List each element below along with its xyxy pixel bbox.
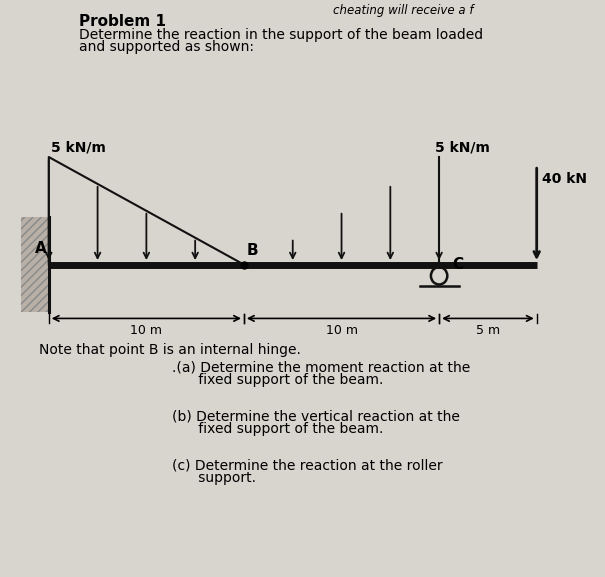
Text: (b) Determine the vertical reaction at the: (b) Determine the vertical reaction at t… bbox=[172, 410, 460, 424]
Text: B: B bbox=[247, 243, 258, 258]
Text: support.: support. bbox=[172, 471, 257, 485]
Text: 5 kN/m: 5 kN/m bbox=[435, 141, 490, 155]
Text: C: C bbox=[452, 257, 463, 272]
Text: Problem 1: Problem 1 bbox=[79, 14, 166, 29]
Text: 10 m: 10 m bbox=[130, 324, 162, 337]
Text: 10 m: 10 m bbox=[325, 324, 358, 337]
Text: Note that point B is an internal hinge.: Note that point B is an internal hinge. bbox=[39, 343, 301, 357]
Text: fixed support of the beam.: fixed support of the beam. bbox=[172, 373, 384, 387]
Text: Determine the reaction in the support of the beam loaded: Determine the reaction in the support of… bbox=[79, 28, 483, 42]
Text: (c) Determine the reaction at the roller: (c) Determine the reaction at the roller bbox=[172, 459, 443, 473]
Text: 5 kN/m: 5 kN/m bbox=[51, 141, 106, 155]
Text: fixed support of the beam.: fixed support of the beam. bbox=[172, 422, 384, 436]
Text: cheating will receive a f: cheating will receive a f bbox=[333, 4, 473, 17]
Text: .(a) Determine the moment reaction at the: .(a) Determine the moment reaction at th… bbox=[172, 361, 471, 374]
Text: 40 kN: 40 kN bbox=[541, 171, 587, 186]
FancyBboxPatch shape bbox=[21, 217, 49, 312]
Text: 5 m: 5 m bbox=[476, 324, 500, 337]
Text: and supported as shown:: and supported as shown: bbox=[79, 40, 253, 54]
Text: A: A bbox=[35, 241, 47, 256]
